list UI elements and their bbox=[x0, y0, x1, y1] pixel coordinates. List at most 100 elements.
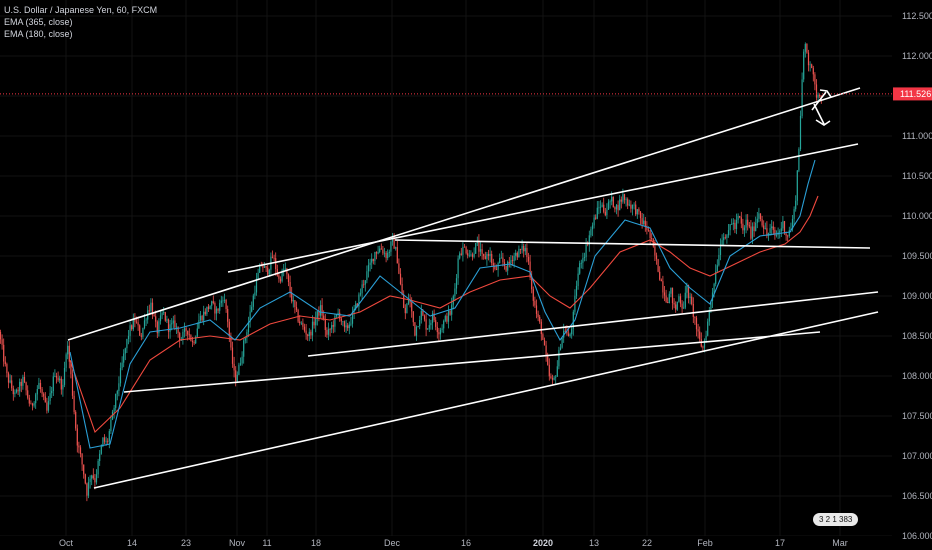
candle-74 bbox=[118, 376, 120, 397]
candle-body bbox=[78, 445, 80, 448]
time-tick-label: Dec bbox=[384, 538, 401, 548]
candle-287 bbox=[459, 251, 461, 260]
candle-128 bbox=[204, 308, 206, 316]
candle-164 bbox=[262, 262, 264, 273]
candle-body bbox=[692, 303, 694, 317]
candle-body bbox=[516, 252, 518, 258]
candle-body bbox=[526, 247, 528, 257]
candle-body bbox=[684, 292, 686, 308]
candle-454 bbox=[726, 233, 728, 244]
candle-505 bbox=[807, 49, 810, 72]
candle-body bbox=[673, 303, 675, 305]
candle-36 bbox=[57, 371, 59, 382]
candle-body bbox=[358, 294, 360, 307]
candle-481 bbox=[769, 223, 771, 236]
candle-79 bbox=[126, 338, 128, 353]
candle-130 bbox=[207, 303, 210, 313]
candle-body bbox=[583, 257, 586, 258]
candle-body bbox=[702, 346, 704, 348]
candle-body bbox=[655, 255, 658, 260]
candle-body bbox=[406, 303, 408, 314]
candle-body bbox=[79, 447, 82, 454]
candle-205 bbox=[327, 322, 330, 341]
candle-body bbox=[294, 300, 296, 308]
candle-body bbox=[467, 253, 469, 256]
candle-body bbox=[553, 377, 555, 380]
candle-body bbox=[651, 238, 653, 240]
time-tick-label: 11 bbox=[262, 538, 271, 548]
candle-body bbox=[340, 318, 342, 322]
arrow-annotation[interactable] bbox=[811, 89, 832, 126]
candle-125 bbox=[199, 311, 202, 324]
time-axis[interactable] bbox=[0, 536, 892, 550]
candle-body bbox=[36, 388, 38, 395]
candle-body bbox=[31, 403, 34, 406]
candle-body bbox=[262, 265, 264, 268]
candle-body bbox=[267, 267, 269, 275]
candle-body bbox=[59, 378, 61, 381]
candle-211 bbox=[337, 308, 339, 318]
candle-body bbox=[187, 330, 189, 335]
price-tick-label: 106.000 bbox=[902, 531, 932, 541]
candle-403 bbox=[644, 216, 646, 232]
symbol-title[interactable]: U.S. Dollar / Japanese Yen, 60, FXCM bbox=[4, 5, 158, 15]
candle-319 bbox=[510, 254, 512, 268]
trendline-0 bbox=[67, 87, 861, 341]
candle-body bbox=[268, 269, 270, 275]
candle-328 bbox=[524, 244, 526, 256]
candle-body bbox=[601, 204, 603, 207]
candle-body bbox=[46, 402, 48, 411]
candle-body bbox=[17, 389, 19, 392]
candle-281 bbox=[449, 309, 451, 316]
candle-172 bbox=[275, 252, 277, 276]
candle-body bbox=[20, 381, 22, 386]
candle-body bbox=[462, 246, 464, 255]
candle-body bbox=[51, 390, 53, 394]
candle-243 bbox=[388, 249, 390, 258]
candle-195 bbox=[311, 315, 314, 342]
candle-body bbox=[329, 329, 331, 330]
trendlines[interactable] bbox=[67, 87, 879, 489]
candle-body bbox=[201, 315, 203, 321]
candle-body bbox=[427, 328, 429, 330]
candle-body bbox=[503, 262, 506, 267]
candle-body bbox=[435, 320, 437, 327]
candle-285 bbox=[455, 273, 458, 295]
candle-388 bbox=[620, 196, 622, 209]
candle-433 bbox=[692, 297, 694, 324]
candle-393 bbox=[628, 199, 630, 207]
candle-259 bbox=[414, 322, 416, 337]
candle-228 bbox=[364, 280, 366, 292]
candle-406 bbox=[649, 230, 651, 245]
trade-counter-badge[interactable]: 3 2 1 383 bbox=[813, 513, 859, 526]
candle-258 bbox=[412, 311, 414, 327]
candle-234 bbox=[374, 251, 376, 265]
candle-311 bbox=[497, 261, 499, 277]
ema-180-label[interactable]: EMA (180, close) bbox=[4, 29, 73, 39]
candle-332 bbox=[531, 270, 533, 294]
candle-body bbox=[134, 319, 136, 322]
candle-body bbox=[401, 283, 403, 295]
candle-308 bbox=[492, 258, 494, 273]
candle-337 bbox=[539, 314, 541, 324]
candle-192 bbox=[307, 333, 309, 341]
candle-15 bbox=[23, 371, 26, 384]
candle-62 bbox=[99, 450, 101, 466]
candle-80 bbox=[127, 329, 130, 345]
candle-27 bbox=[43, 392, 45, 401]
candle-268 bbox=[428, 318, 430, 333]
candle-477 bbox=[763, 220, 765, 235]
ema-365-label[interactable]: EMA (365, close) bbox=[4, 17, 73, 27]
candle-body bbox=[575, 286, 578, 296]
candle-428 bbox=[684, 285, 686, 310]
candle-197 bbox=[315, 311, 317, 333]
candle-241 bbox=[385, 250, 387, 263]
candle-body bbox=[798, 149, 800, 171]
candle-body bbox=[220, 300, 222, 304]
candle-body bbox=[271, 256, 274, 258]
candle-427 bbox=[683, 301, 685, 309]
candle-body bbox=[425, 319, 427, 330]
candle-body bbox=[291, 293, 293, 302]
candle-408 bbox=[652, 238, 654, 248]
